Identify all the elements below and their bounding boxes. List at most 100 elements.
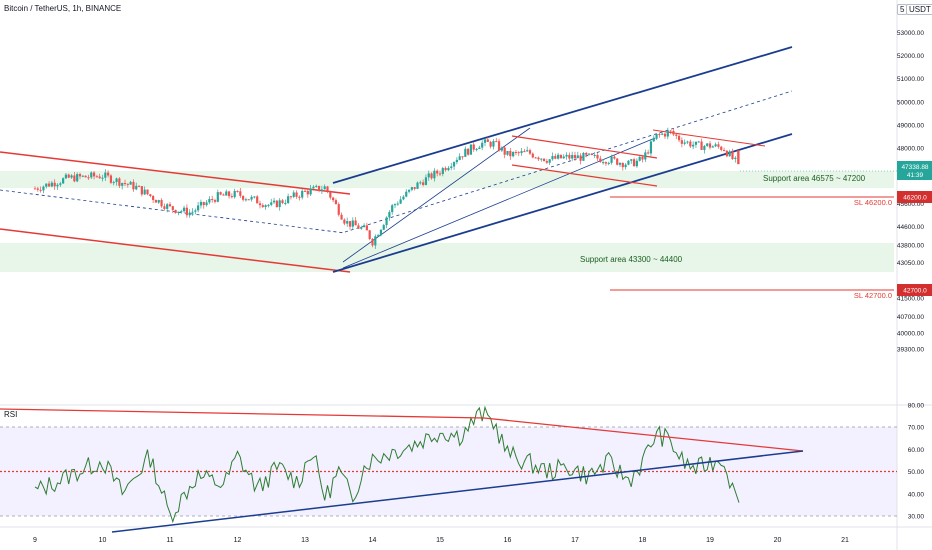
candle-body — [635, 160, 638, 167]
candle-body — [374, 236, 377, 246]
flag2-upper — [652, 129, 766, 147]
channel-red-upper — [0, 151, 351, 195]
candle-body — [377, 235, 380, 237]
candle-body — [227, 191, 231, 197]
candle-body — [545, 161, 548, 163]
candle-body — [306, 190, 309, 195]
candle-body — [455, 159, 458, 163]
candle-body — [692, 144, 695, 147]
candle-body — [329, 191, 332, 198]
candle-body — [520, 151, 523, 154]
candle-body — [157, 200, 160, 203]
candle-body — [433, 170, 436, 179]
candle-body — [188, 212, 191, 216]
candle-body — [39, 189, 42, 191]
candle-body — [444, 168, 447, 171]
candle-body — [236, 190, 239, 192]
sl-label-lower: SL 42700.0 — [854, 291, 892, 300]
price-tag — [897, 284, 932, 296]
candle-body — [233, 190, 236, 198]
candle-body — [596, 154, 599, 159]
candle-body — [489, 141, 492, 147]
candle-body — [587, 153, 591, 155]
candle-body — [256, 196, 259, 204]
candle-body — [630, 159, 633, 161]
candle-body — [191, 211, 194, 213]
candle-body — [163, 206, 166, 209]
candle-body — [672, 130, 675, 135]
last-price-value: 47338.88 — [901, 164, 928, 171]
candle-body — [647, 152, 650, 154]
candle-body — [149, 194, 152, 197]
candle-body — [264, 205, 267, 207]
channel-blue-mid — [344, 90, 793, 233]
candle-body — [436, 170, 439, 174]
candle-body — [320, 189, 323, 191]
time-tick-label: 16 — [504, 537, 512, 544]
candle-body — [627, 160, 630, 165]
candle-body — [469, 144, 473, 155]
price-tick-label: 49000.00 — [897, 122, 924, 129]
candle-body — [78, 174, 82, 177]
candle-body — [33, 188, 37, 190]
rsi-line — [34, 405, 740, 524]
price-tick-label: 53000.00 — [897, 30, 924, 37]
price-tick-label: 41500.00 — [897, 296, 924, 303]
candle-body — [109, 175, 113, 183]
candle-body — [438, 173, 442, 175]
candle-body — [548, 159, 551, 163]
candle-body — [289, 196, 293, 198]
last-price-tag — [897, 161, 932, 180]
candle-body — [121, 182, 124, 186]
time-tick-label: 18 — [639, 537, 647, 544]
candle-body — [703, 145, 706, 150]
candle-body — [602, 162, 605, 164]
rsi-tick-label: 50.00 — [908, 469, 925, 476]
candle-body — [649, 141, 653, 154]
candle-body — [50, 182, 53, 187]
channel-mid-dashed — [0, 189, 346, 234]
candle-body — [371, 238, 374, 246]
time-tick-label: 14 — [369, 537, 377, 544]
candle-body — [554, 156, 557, 159]
candle-body — [537, 157, 540, 160]
candle-body — [700, 141, 703, 150]
candle-body — [194, 210, 197, 212]
candle-body — [551, 156, 554, 160]
currency-button[interactable]: USDT — [906, 4, 932, 15]
candle-body — [722, 149, 726, 151]
candle-body — [275, 200, 278, 208]
candle-body — [180, 211, 183, 213]
candle-body — [478, 147, 481, 149]
price-tick-label: 45600.00 — [897, 201, 924, 208]
rsi-red-trend-2 — [483, 417, 804, 452]
candle-body — [53, 182, 56, 187]
candle-body — [686, 141, 689, 143]
candle-body — [610, 156, 613, 163]
candle-body — [98, 176, 101, 179]
candle-body — [450, 166, 453, 168]
candle-body — [317, 185, 321, 191]
candle-body — [422, 182, 425, 185]
candle-body — [36, 188, 39, 190]
candle-body — [70, 175, 73, 178]
candle-body — [160, 200, 163, 207]
candle-body — [362, 225, 366, 228]
candle-body — [638, 156, 641, 161]
candle-body — [388, 212, 391, 218]
candle-body — [59, 183, 62, 185]
rsi-red-trend-1 — [0, 408, 485, 419]
candle-body — [694, 141, 698, 145]
candle-body — [351, 220, 354, 227]
candle-body — [303, 190, 307, 192]
candle-body — [360, 227, 363, 229]
rsi-tick-label: 70.00 — [908, 425, 925, 432]
candle-body — [118, 178, 121, 186]
price-tick-label: 51000.00 — [897, 76, 924, 83]
time-tick-label: 21 — [841, 537, 849, 544]
candle-body — [258, 203, 262, 206]
candle-body — [391, 205, 394, 213]
candle-body — [683, 142, 686, 144]
candle-body — [441, 168, 444, 174]
